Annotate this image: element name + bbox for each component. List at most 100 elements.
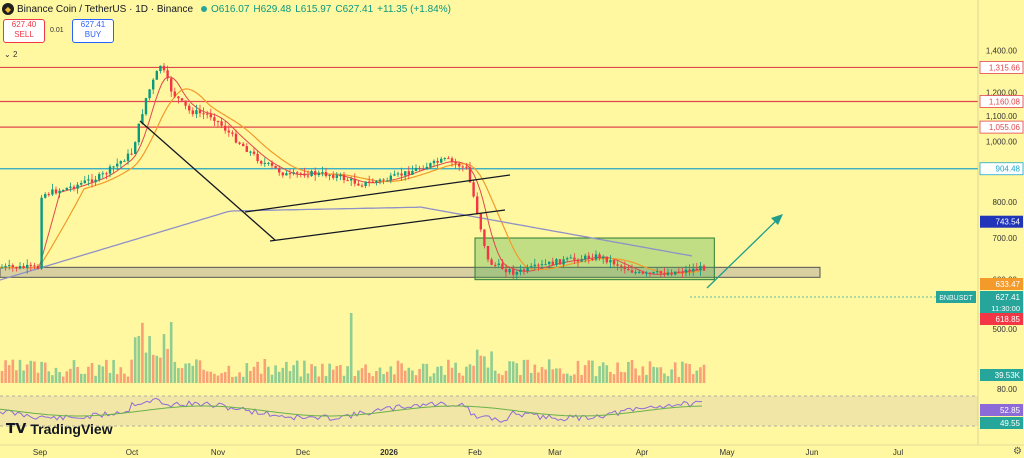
downtrend-line xyxy=(139,120,276,241)
volume-bar xyxy=(645,374,648,383)
volume-bar xyxy=(177,368,180,383)
candle-body xyxy=(522,269,526,272)
volume-tag: 39.53K xyxy=(995,371,1021,380)
price-tick-label: 700.00 xyxy=(993,234,1018,243)
price-tick-label: 1,000.00 xyxy=(986,138,1018,147)
candle-body xyxy=(576,259,580,262)
indicators-toggle[interactable]: ⌄ 2 xyxy=(4,50,18,59)
volume-bar xyxy=(151,354,155,383)
volume-bar xyxy=(594,376,598,383)
volume-bar xyxy=(198,360,202,383)
volume-bar xyxy=(249,370,252,383)
volume-bar xyxy=(533,364,537,383)
candle-body xyxy=(533,264,536,267)
volume-bar xyxy=(87,366,90,383)
symbol-header: ◆ Binance Coin / TetherUS · 1D · Binance… xyxy=(0,0,455,18)
volume-bar xyxy=(465,366,468,383)
level-price-tag: 1,160.08 xyxy=(989,97,1021,106)
candles xyxy=(0,62,706,280)
volume-bar xyxy=(648,361,652,383)
buy-label: BUY xyxy=(84,30,102,39)
level-price-tag-bg xyxy=(979,61,1024,74)
volume-bar xyxy=(61,376,65,383)
volume-bar xyxy=(144,352,148,383)
candle-body xyxy=(231,132,234,134)
countdown-bg xyxy=(980,303,1023,314)
price-tag-bg xyxy=(980,291,1023,303)
volume-bar xyxy=(65,371,69,383)
candle-body xyxy=(551,261,554,266)
volume-bar xyxy=(141,322,144,383)
volume-bar xyxy=(202,369,205,383)
volume-bar xyxy=(119,367,123,383)
volume-bar xyxy=(238,372,241,383)
candle-body xyxy=(353,178,356,184)
volume-bar xyxy=(83,373,87,383)
volume-bar xyxy=(18,359,22,383)
volume-bar xyxy=(108,372,112,383)
volume-bar xyxy=(58,371,61,383)
price-tick-label: 1,100.00 xyxy=(986,112,1018,121)
candle-body xyxy=(440,158,443,163)
volume-bar xyxy=(684,363,688,383)
volume-bar xyxy=(421,363,425,383)
candle-body xyxy=(188,105,191,111)
candle-body xyxy=(36,265,40,269)
time-tick-label: Nov xyxy=(211,448,225,457)
level-price-tag: 1,055.06 xyxy=(989,123,1021,132)
time-tick-label: Dec xyxy=(296,448,310,457)
candle-body xyxy=(494,264,497,266)
volume-bar xyxy=(353,376,357,383)
tradingview-logo[interactable]: 𝗧𝗩 TradingView xyxy=(6,420,113,437)
volume-bar xyxy=(457,372,461,383)
candle-body xyxy=(274,165,277,169)
candle-body xyxy=(663,273,666,275)
candle-body xyxy=(105,173,108,175)
candle-body xyxy=(155,71,158,80)
volume-bar xyxy=(313,366,317,383)
candle-body xyxy=(584,255,587,260)
candle-body xyxy=(267,162,270,164)
volume-bar xyxy=(90,363,94,383)
candle-body xyxy=(432,160,436,164)
buy-button[interactable]: 627.41 BUY xyxy=(72,19,114,43)
volume-bar xyxy=(349,313,353,383)
candle-body xyxy=(407,171,410,175)
candle-body xyxy=(350,178,353,181)
binance-coin-icon: ◆ xyxy=(2,3,14,15)
candle-body xyxy=(688,269,691,272)
volume-bar xyxy=(411,370,414,383)
volume-bar xyxy=(112,359,115,383)
time-tick-label: Sep xyxy=(33,448,48,457)
volume-bar xyxy=(400,363,403,383)
candle-body xyxy=(414,168,418,171)
volume-bar xyxy=(511,361,515,383)
volume-bar xyxy=(526,359,529,383)
high-value: H629.48 xyxy=(253,3,292,15)
volume-bar xyxy=(54,367,58,383)
time-tick-label: May xyxy=(719,448,734,457)
buy-price: 627.41 xyxy=(80,20,106,29)
candle-body xyxy=(328,175,331,177)
volume-bar xyxy=(155,355,159,383)
volume-bar xyxy=(619,371,623,383)
settings-gear-icon[interactable]: ⚙ xyxy=(1013,446,1022,457)
tradingview-logo-icon: 𝗧𝗩 xyxy=(6,420,27,436)
volume-bar xyxy=(216,375,220,383)
volume-bar xyxy=(605,365,609,383)
volume-bar xyxy=(209,371,213,383)
candle-body xyxy=(396,173,400,175)
candle-body xyxy=(87,179,90,181)
volume-bar xyxy=(7,365,11,383)
volume-bar xyxy=(25,364,29,383)
candle-body xyxy=(652,272,655,274)
candle-body xyxy=(256,153,259,162)
sell-button[interactable]: 627.40 SELL xyxy=(3,19,45,43)
candle-body xyxy=(83,180,86,184)
rsi-value-tag-bg xyxy=(980,404,1023,416)
level-price-tag: 904.48 xyxy=(996,165,1021,174)
volume-bar xyxy=(295,360,299,383)
volume-bar xyxy=(670,369,673,383)
time-axis: Sep Oct Nov Dec 2026 Feb Mar Apr May Jun Jul xyxy=(0,444,1024,457)
